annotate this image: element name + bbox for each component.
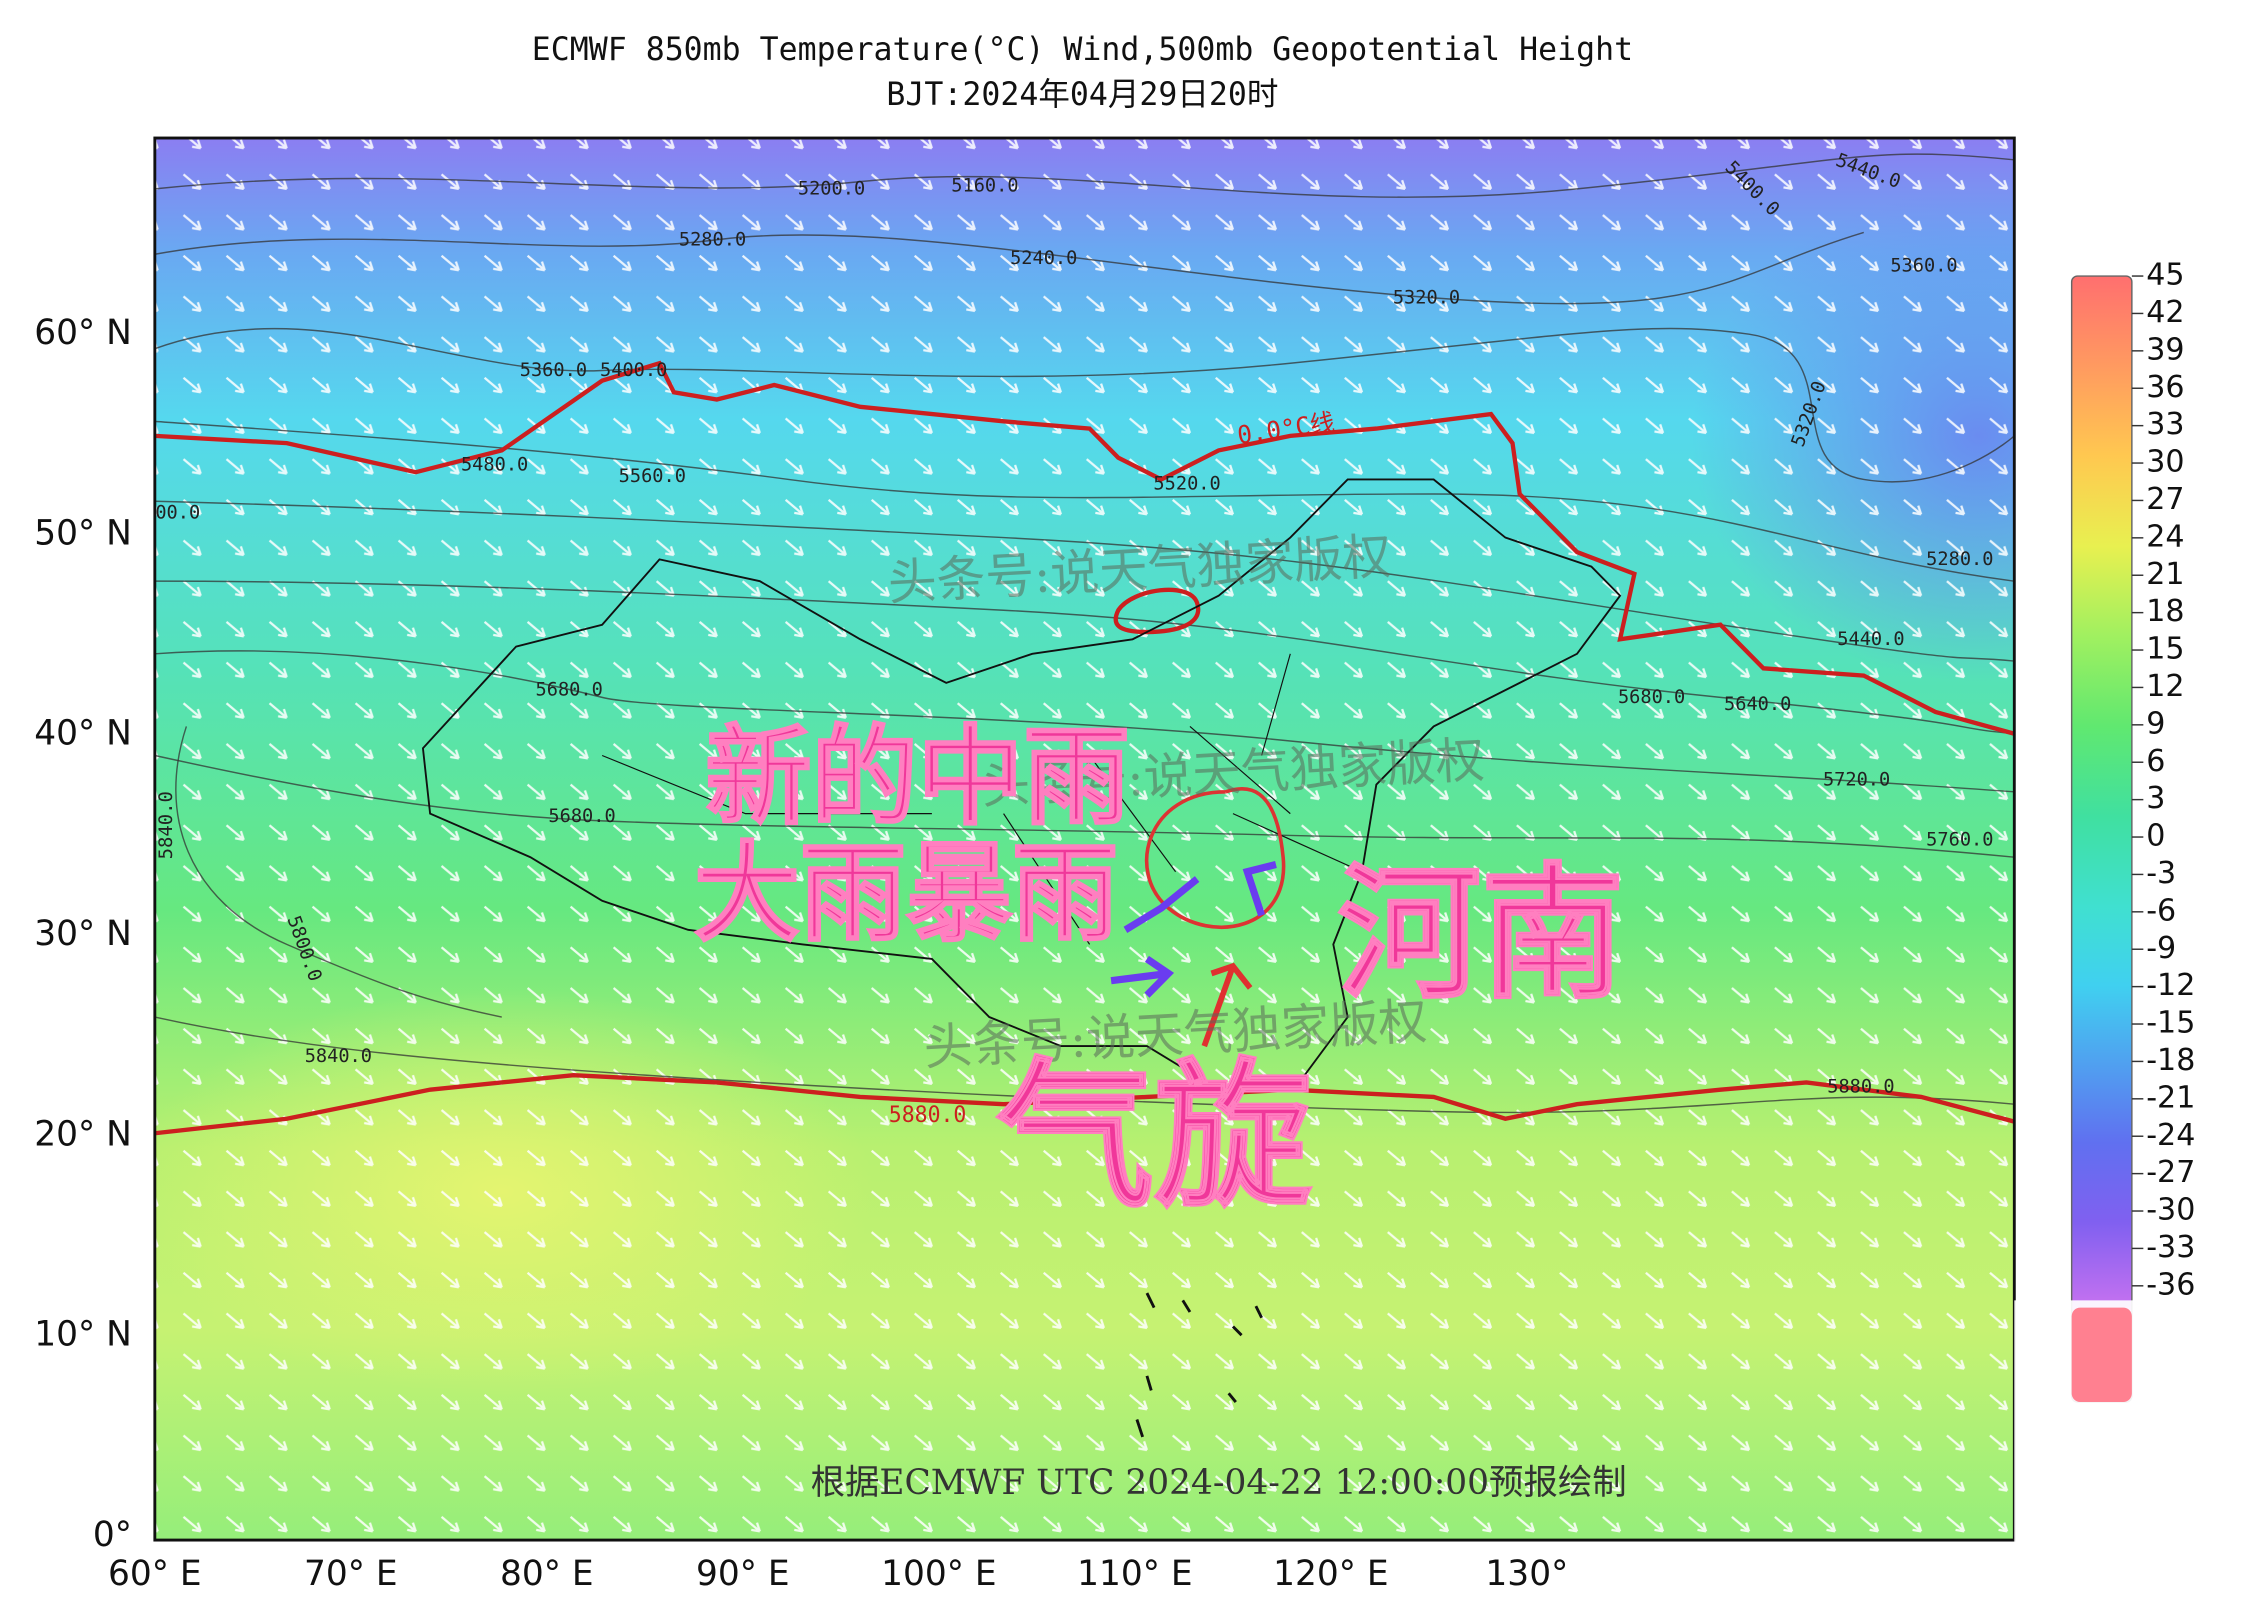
y-tick-label: 50° N xyxy=(34,513,132,553)
contour-label: 5200.0 xyxy=(798,178,865,199)
red-line-label: 5880.0 xyxy=(889,1103,967,1128)
axis-ticks: 60° N 50° N 40° N 30° N 20° N 10° N 0°60° E 70°… xyxy=(34,257,2195,1594)
mask xyxy=(1577,1542,2248,1604)
title: ECMWF 850mb Temperature(°C) Wind,500mb G… xyxy=(532,32,1633,68)
contour-label: 5320.0 xyxy=(1393,287,1460,308)
colorbar-label: 39 xyxy=(2146,332,2184,367)
y-tick-label: 30° N xyxy=(34,914,132,954)
y-tick-label: 60° N xyxy=(34,313,132,353)
contour-label: 5480.0 xyxy=(461,454,528,475)
colorbar-label: -12 xyxy=(2146,968,2195,1003)
map-frame xyxy=(153,136,2016,1542)
colorbar-label: -24 xyxy=(2146,1118,2195,1153)
colorbar-label: 3 xyxy=(2146,781,2165,816)
5880-line xyxy=(154,1072,2015,1136)
colorbar xyxy=(2070,275,2133,1403)
colorbar-label: 24 xyxy=(2146,519,2184,554)
colorbar-label: 18 xyxy=(2146,594,2184,629)
colorbar-label: -30 xyxy=(2146,1192,2195,1227)
contour-label: 5280.0 xyxy=(1926,549,1993,570)
cyclone-circle xyxy=(1144,786,1286,929)
colorbar-label: -9 xyxy=(2146,931,2176,966)
colorbar-label: -18 xyxy=(2146,1043,2195,1078)
contour-label: 5240.0 xyxy=(1010,248,1077,269)
contour-label: 5840.0 xyxy=(156,791,177,859)
y-tick-label: 10° N xyxy=(34,1314,132,1354)
colorbar-label: -15 xyxy=(2146,1005,2195,1040)
zero-degree-line xyxy=(154,360,2015,736)
colorbar-label: 42 xyxy=(2146,295,2184,330)
colorbar-label: 36 xyxy=(2146,370,2184,405)
contour-label: 5880.0 xyxy=(1827,1076,1894,1097)
x-tick-label: 80° E xyxy=(500,1554,594,1594)
y-tick-label: 0° xyxy=(93,1515,132,1555)
south-arrow xyxy=(1201,962,1253,1048)
annotation: 新的中雨 xyxy=(705,715,1129,840)
colorbar-label: -27 xyxy=(2146,1155,2195,1190)
colorbar-label: -36 xyxy=(2146,1267,2195,1302)
contour-label: 5640.0 xyxy=(1724,694,1791,715)
contour-label: 5680.0 xyxy=(548,806,615,827)
footer-credit: 根据ECMWF UTC 2024-04-22 12:00:00预报绘制 xyxy=(811,1463,1627,1503)
x-tick-label: 110° E xyxy=(1077,1554,1193,1594)
annotation: 气旋 xyxy=(996,1045,1312,1230)
x-tick-label: 70° E xyxy=(304,1554,398,1594)
zero-degree-loop xyxy=(1113,587,1201,635)
colorbar-label: 12 xyxy=(2146,669,2184,704)
colorbar-label: 6 xyxy=(2146,744,2165,779)
x-tick-label: 120° E xyxy=(1273,1554,1389,1594)
y-tick-label: 40° N xyxy=(34,714,132,754)
contour-label: 5680.0 xyxy=(536,680,603,701)
contour-label: 5400.0 xyxy=(600,360,667,381)
colorbar-label: 30 xyxy=(2146,444,2184,479)
x-tick-label: 130° xyxy=(1485,1554,1568,1594)
colorbar-label: -21 xyxy=(2146,1080,2195,1115)
islands xyxy=(1135,1292,1263,1438)
contour-label: 5680.0 xyxy=(1618,687,1685,708)
contour-label: 5360.0 xyxy=(1890,255,1957,276)
contour-label: 5560.0 xyxy=(619,466,686,487)
contour-label: 5760.0 xyxy=(1926,829,1993,850)
colorbar-label: -3 xyxy=(2146,856,2176,891)
colorbar-label: 15 xyxy=(2146,631,2184,666)
contour-label: 5160.0 xyxy=(951,175,1018,196)
colorbar-label: 45 xyxy=(2146,257,2184,292)
annotation: 大雨暴雨 xyxy=(694,832,1118,957)
x-tick-label: 90° E xyxy=(696,1554,790,1594)
contour-label: 5840.0 xyxy=(305,1046,372,1067)
colorbar-label: -33 xyxy=(2146,1230,2195,1265)
colorbar-label: 33 xyxy=(2146,407,2184,442)
flow-arrows xyxy=(1110,860,1277,998)
contour-label: 5720.0 xyxy=(1823,770,1890,791)
province-lines xyxy=(601,653,1363,945)
colorbar-end xyxy=(2071,1307,2132,1403)
x-tick-label: 60° E xyxy=(108,1554,202,1594)
contour-label: 5520.0 xyxy=(1153,473,1220,494)
subtitle: BJT:2024年04月29日20时 xyxy=(886,77,1278,113)
colorbar-label: 0 xyxy=(2146,818,2165,853)
colorbar-label: -6 xyxy=(2146,893,2176,928)
y-tick-label: 20° N xyxy=(34,1114,132,1154)
x-tick-label: 100° E xyxy=(881,1554,997,1594)
annotation: 河南 xyxy=(1338,850,1625,1019)
colorbar-label: 21 xyxy=(2146,557,2184,592)
country-outline xyxy=(421,478,1622,1091)
colorbar-label: 27 xyxy=(2146,482,2184,517)
contour-label: 5280.0 xyxy=(679,229,746,250)
contour-label: 00.0 xyxy=(155,502,200,523)
contour-label: 5440.0 xyxy=(1837,629,1904,650)
colorbar-label: 9 xyxy=(2146,706,2165,741)
map-area xyxy=(154,138,2015,1541)
contour-label: 5360.0 xyxy=(520,360,587,381)
